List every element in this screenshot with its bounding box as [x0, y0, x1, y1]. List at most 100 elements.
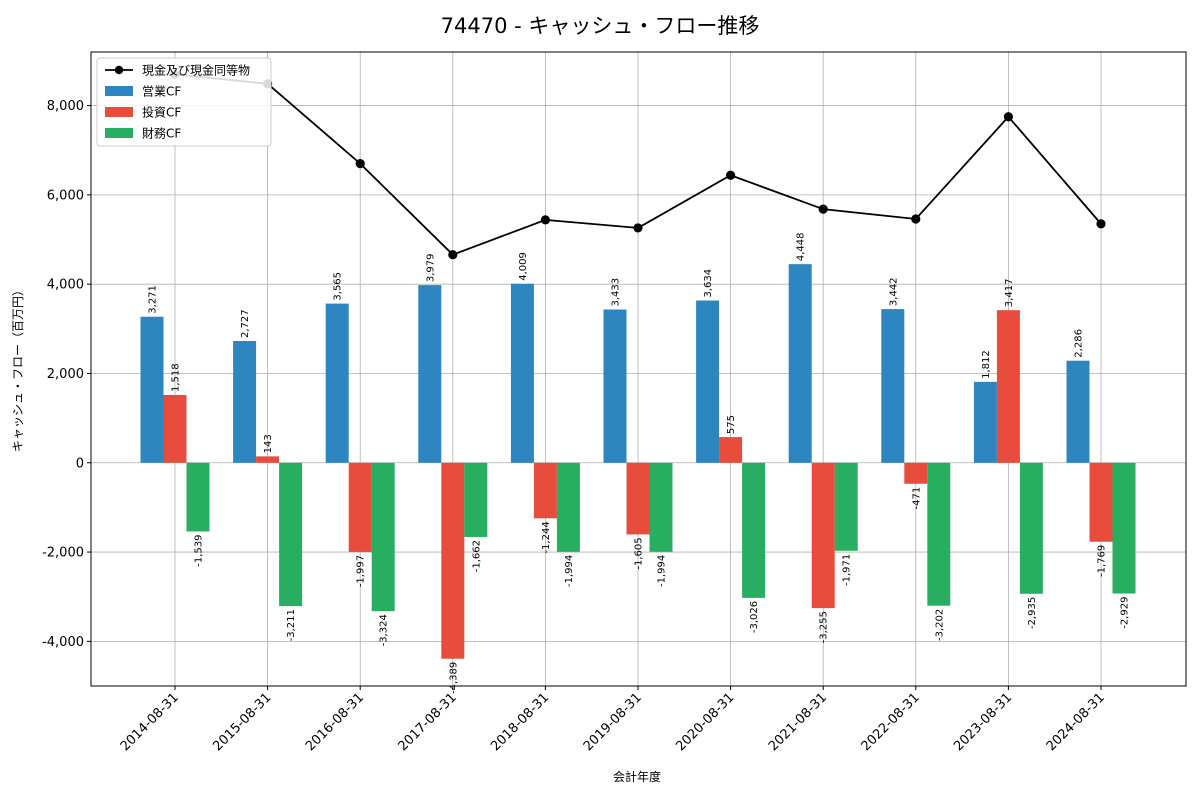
- bar: [881, 309, 905, 463]
- bar-value-label: 3,271: [148, 285, 159, 314]
- x-tick-label: 2017-08-31: [396, 690, 460, 754]
- bar-value-label: 3,433: [611, 278, 622, 307]
- y-tick-label: 6,000: [47, 188, 84, 203]
- bar: [1089, 462, 1113, 542]
- bar: [325, 303, 349, 463]
- bar: [626, 462, 650, 535]
- bar-value-label: -3,211: [286, 609, 297, 641]
- bar: [719, 437, 743, 463]
- bar-value-label: -1,997: [356, 555, 367, 587]
- legend-swatch: [105, 86, 133, 96]
- bar: [464, 462, 488, 537]
- legend-marker: [114, 65, 124, 75]
- bar-value-label: 143: [263, 434, 274, 453]
- bar: [1112, 462, 1136, 594]
- bar-value-label: 4,448: [796, 233, 807, 262]
- bar: [556, 462, 580, 552]
- y-tick-label: 2,000: [47, 367, 84, 382]
- y-tick-label: 8,000: [47, 99, 84, 114]
- bar-value-label: -471: [911, 487, 922, 510]
- x-tick-label: 2020-08-31: [673, 690, 737, 754]
- bar: [163, 394, 187, 463]
- x-tick-label: 2024-08-31: [1044, 690, 1108, 754]
- bar: [742, 462, 766, 598]
- bar: [1066, 360, 1090, 463]
- cash-point: [1096, 219, 1106, 229]
- y-tick-label: -2,000: [42, 546, 84, 561]
- bar: [140, 316, 164, 463]
- bar-value-label: 1,812: [981, 350, 992, 379]
- legend-label: 投資CF: [142, 105, 181, 120]
- x-tick-label: 2021-08-31: [766, 690, 830, 754]
- bar: [811, 462, 835, 609]
- cash-point: [355, 159, 365, 169]
- x-tick-label: 2015-08-31: [210, 690, 274, 754]
- x-axis-label: 会計年度: [613, 769, 661, 784]
- bar: [348, 462, 372, 552]
- x-tick-label: 2016-08-31: [303, 690, 367, 754]
- bar-value-label: -3,202: [934, 609, 945, 641]
- bar: [603, 309, 627, 463]
- chart-title: 74470 - キャッシュ・フロー推移: [441, 14, 760, 38]
- x-tick-label: 2014-08-31: [118, 690, 182, 754]
- bar-value-label: -3,324: [379, 614, 390, 646]
- cash-point: [911, 214, 921, 224]
- y-axis-label: キャッシュ・フロー（百万円）: [11, 284, 25, 452]
- bar-value-label: 3,417: [1004, 279, 1015, 308]
- cash-point: [818, 204, 828, 214]
- bar-value-label: -1,244: [541, 521, 552, 553]
- bar-value-label: -1,769: [1097, 545, 1108, 577]
- bar: [973, 381, 997, 463]
- bar-value-label: -3,026: [749, 601, 760, 633]
- bar-value-label: 3,565: [333, 272, 344, 301]
- bar-value-label: -1,605: [634, 537, 645, 569]
- legend-label: 営業CF: [142, 85, 181, 99]
- bar: [441, 462, 465, 659]
- bar: [696, 300, 720, 463]
- bar-value-label: -1,994: [657, 555, 668, 587]
- y-axis-ticks: -4,000 -2,000 0 2,000 4,000 6,000 8,000: [42, 99, 91, 650]
- bar-value-label: 3,979: [425, 253, 436, 282]
- cash-point: [540, 215, 551, 225]
- cash-point: [726, 170, 736, 180]
- cash-point: [1003, 112, 1014, 122]
- y-tick-label: 4,000: [47, 278, 84, 293]
- cash-point: [448, 250, 458, 260]
- grid: [91, 52, 1186, 686]
- x-axis-ticks: 2014-08-31 2015-08-31 2016-08-31 2017-08-31…: [118, 686, 1108, 754]
- bar: [279, 462, 303, 607]
- bar: [510, 283, 534, 463]
- bar: [186, 462, 210, 532]
- x-tick-label: 2018-08-31: [488, 690, 552, 754]
- bar: [927, 462, 951, 606]
- x-tick-label: 2022-08-31: [859, 690, 923, 754]
- bar-value-label: 4,009: [518, 252, 529, 281]
- bar: [996, 310, 1020, 463]
- legend-box: [96, 57, 272, 147]
- bar: [533, 462, 557, 519]
- legend-swatch: [105, 128, 133, 138]
- y-tick-label: -4,000: [42, 635, 84, 650]
- bar: [418, 285, 442, 463]
- bar-value-label: -1,539: [194, 534, 205, 566]
- bar-value-label: 575: [726, 415, 737, 434]
- bar-value-label: 3,634: [703, 269, 714, 298]
- bar-value-label: -3,255: [819, 611, 830, 643]
- x-tick-label: 2023-08-31: [951, 690, 1015, 754]
- bar-value-label: -1,971: [842, 554, 853, 586]
- bar-value-label: -2,935: [1027, 597, 1038, 629]
- bar-labels-layer: 3,271 2,727 3,565 3,979 4,009 3,433 3,634 4,448…: [148, 233, 1131, 694]
- bars-layer: [140, 264, 1136, 659]
- bar: [1019, 462, 1043, 594]
- bar-value-label: -4,389: [448, 662, 459, 694]
- bar: [371, 462, 395, 612]
- x-tick-label: 2019-08-31: [581, 690, 645, 754]
- bar-value-label: -1,662: [471, 540, 482, 572]
- bar-value-label: -1,994: [564, 555, 575, 587]
- bar: [256, 456, 280, 463]
- bar: [233, 341, 257, 463]
- bar-value-label: 2,727: [240, 309, 251, 338]
- bar-value-label: 3,442: [888, 277, 899, 306]
